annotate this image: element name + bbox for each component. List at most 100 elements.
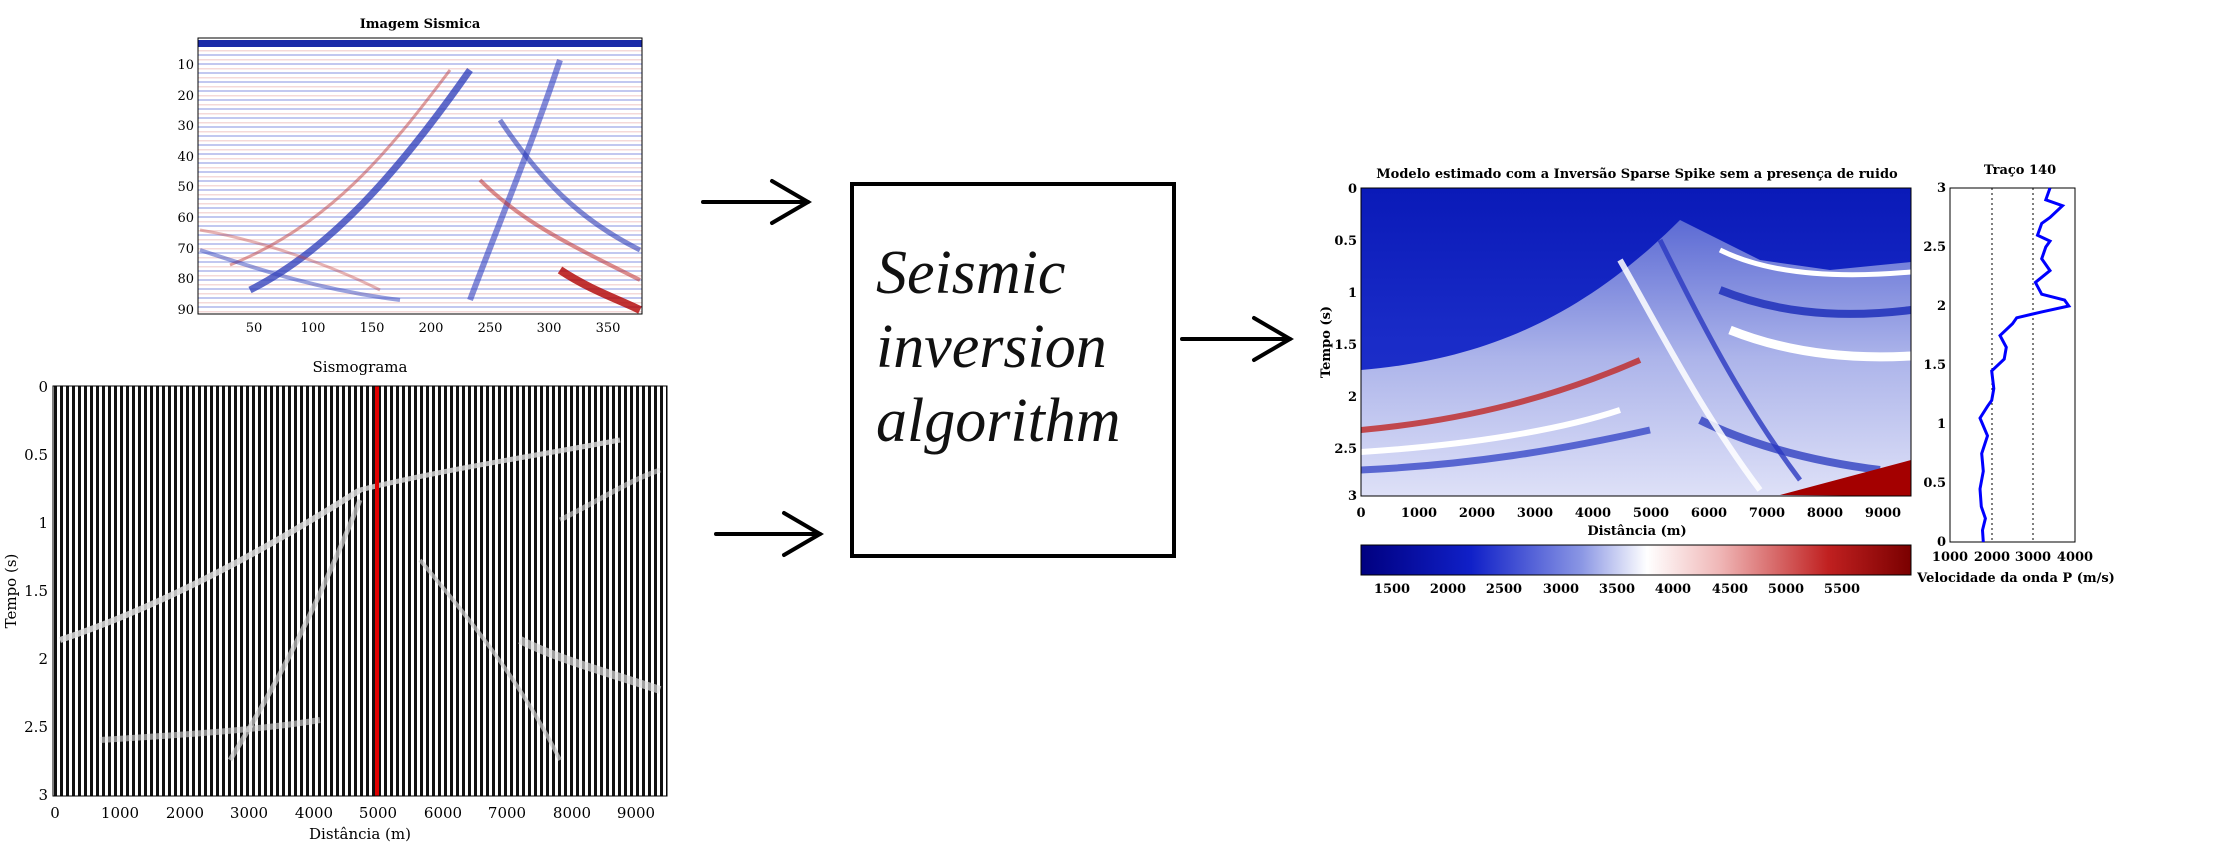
model-title: Modelo estimado com a Inversão Sparse Sp… — [1376, 167, 1898, 182]
colorbar-tick: 3500 — [1599, 582, 1635, 597]
seismic-image-y-ticks: 10 20 30 40 50 60 70 80 90 — [177, 58, 194, 318]
trace-title: Traço 140 — [1984, 163, 2056, 178]
y-tick: 0 — [1348, 182, 1357, 197]
model-ylabel: Tempo (s) — [1319, 306, 1334, 378]
y-tick: 1 — [1937, 417, 1946, 432]
x-tick: 2000 — [1974, 550, 2010, 565]
colorbar-tick: 1500 — [1374, 582, 1410, 597]
x-tick: 2000 — [166, 804, 204, 822]
model-xlabel: Distância (m) — [1587, 524, 1686, 539]
y-tick: 0.5 — [24, 446, 48, 464]
x-tick: 5000 — [1633, 506, 1669, 521]
y-tick: 1 — [1348, 286, 1357, 301]
x-tick: 4000 — [1575, 506, 1611, 521]
y-tick: 50 — [177, 180, 194, 195]
x-tick: 5000 — [359, 804, 397, 822]
seismic-image-panel: Imagem Sismica 50 100 150 200 250 300 35… — [177, 17, 643, 336]
seismogram-wiggles — [53, 386, 667, 796]
seismic-image-raster — [198, 38, 642, 314]
model-y-ticks: 0 0.5 1 1.5 2 2.5 3 — [1334, 182, 1357, 504]
arrow-icon — [701, 179, 812, 225]
x-tick: 1000 — [1932, 550, 1968, 565]
y-tick: 70 — [177, 242, 194, 257]
colorbar-tick: 5500 — [1824, 582, 1860, 597]
y-tick: 80 — [177, 272, 194, 287]
x-tick: 2000 — [1459, 506, 1495, 521]
x-tick: 0 — [50, 804, 60, 822]
x-tick: 4000 — [2057, 550, 2093, 565]
algorithm-line: algorithm — [876, 387, 1121, 455]
x-tick: 3000 — [1517, 506, 1553, 521]
y-tick: 90 — [177, 303, 194, 318]
x-tick: 350 — [596, 321, 621, 336]
y-tick: 1.5 — [1334, 338, 1357, 353]
seismogram-x-ticks: 0 1000 2000 3000 4000 5000 6000 7000 800… — [50, 804, 655, 822]
x-tick: 300 — [537, 321, 562, 336]
y-tick: 1.5 — [24, 582, 48, 600]
x-tick: 6000 — [424, 804, 462, 822]
trace-panel: Traço 140 Velocidade da onda P (m/s) 100… — [1916, 163, 2115, 586]
seismogram-xlabel: Distância (m) — [309, 825, 411, 843]
x-tick: 250 — [478, 321, 503, 336]
model-x-ticks: 0 1000 2000 3000 4000 5000 6000 7000 800… — [1356, 506, 1901, 521]
y-tick: 10 — [177, 58, 194, 73]
x-tick: 50 — [246, 321, 263, 336]
x-tick: 4000 — [295, 804, 333, 822]
trace-plot-frame — [1949, 187, 2076, 543]
trace-xlabel: Velocidade da onda P (m/s) — [1916, 571, 2115, 586]
seismic-image-title: Imagem Sismica — [360, 17, 481, 32]
x-tick: 1000 — [1401, 506, 1437, 521]
x-tick: 200 — [419, 321, 444, 336]
trace-x-ticks: 1000 2000 3000 4000 — [1932, 550, 2093, 565]
x-tick: 3000 — [2015, 550, 2051, 565]
seismogram-title: Sismograma — [313, 358, 408, 376]
x-tick: 1000 — [101, 804, 139, 822]
y-tick: 3 — [1348, 489, 1357, 504]
algorithm-line: Seismic — [876, 239, 1066, 307]
x-tick: 9000 — [1865, 506, 1901, 521]
y-tick: 0 — [38, 378, 48, 396]
y-tick: 1.5 — [1923, 358, 1946, 373]
x-tick: 7000 — [1749, 506, 1785, 521]
x-tick: 100 — [301, 321, 326, 336]
x-tick: 8000 — [553, 804, 591, 822]
x-tick: 6000 — [1691, 506, 1727, 521]
y-tick: 2 — [38, 650, 48, 668]
x-tick: 0 — [1356, 506, 1365, 521]
y-tick: 60 — [177, 211, 194, 226]
y-tick: 0.5 — [1923, 476, 1946, 491]
y-tick: 2 — [1937, 299, 1946, 314]
seismogram-ylabel: Tempo (s) — [2, 554, 20, 629]
algorithm-line: inversion — [876, 313, 1107, 381]
y-tick: 20 — [177, 89, 194, 104]
y-tick: 30 — [177, 119, 194, 134]
colorbar-tick: 4000 — [1655, 582, 1691, 597]
model-colorbar: 1500 2000 2500 3000 3500 4000 4500 5000 … — [1360, 544, 1912, 597]
y-tick: 0.5 — [1334, 234, 1357, 249]
algorithm-box-text: Seismic inversion algorithm — [876, 236, 1121, 458]
x-tick: 3000 — [230, 804, 268, 822]
model-raster — [1361, 188, 1911, 496]
y-tick: 0 — [1937, 535, 1946, 550]
y-tick: 2.5 — [1923, 240, 1946, 255]
y-tick: 40 — [177, 150, 194, 165]
colorbar-tick: 4500 — [1712, 582, 1748, 597]
trace-series-line — [1978, 187, 2072, 543]
arrow-icon — [714, 511, 824, 557]
x-tick: 150 — [360, 321, 385, 336]
colorbar-tick: 2500 — [1486, 582, 1522, 597]
colorbar-tick: 3000 — [1543, 582, 1579, 597]
seismic-image-x-ticks: 50 100 150 200 250 300 350 — [246, 321, 621, 336]
y-tick: 1 — [38, 514, 48, 532]
seismogram-panel: Sismograma Distância (m) Tempo (s) 0 100… — [2, 358, 668, 843]
arrow-icon — [1180, 316, 1294, 362]
colorbar-tick: 2000 — [1430, 582, 1466, 597]
y-tick: 3 — [38, 786, 48, 804]
y-tick: 2.5 — [1334, 442, 1357, 457]
x-tick: 8000 — [1807, 506, 1843, 521]
y-tick: 3 — [1937, 181, 1946, 196]
colorbar-tick: 5000 — [1768, 582, 1804, 597]
algorithm-box — [850, 182, 1176, 558]
x-tick: 9000 — [617, 804, 655, 822]
